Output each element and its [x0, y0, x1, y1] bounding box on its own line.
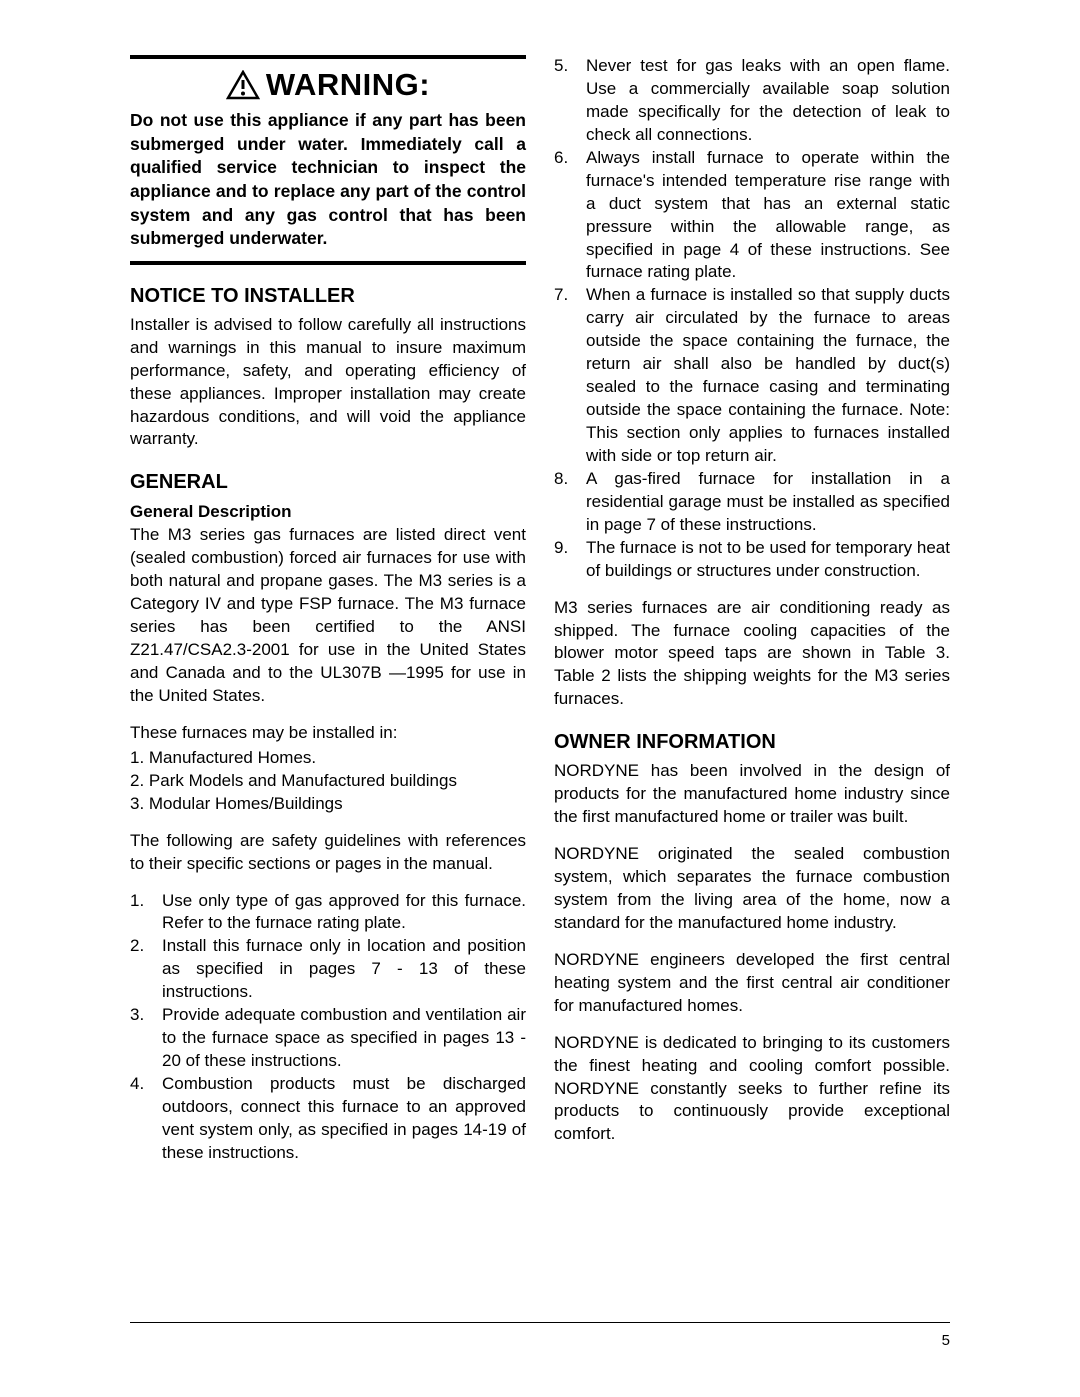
install-list: 1. Manufactured Homes. 2. Park Models an… — [130, 747, 526, 816]
list-item: 1. Manufactured Homes. — [130, 747, 526, 770]
list-item: 2. Park Models and Manufactured building… — [130, 770, 526, 793]
list-item: 3. Modular Homes/Buildings — [130, 793, 526, 816]
item-text: The furnace is not to be used for tempor… — [586, 537, 950, 583]
safety-intro: The following are safety guidelines with… — [130, 830, 526, 876]
install-intro: These furnaces may be installed in: — [130, 722, 526, 745]
safety-list-right: 5. Never test for gas leaks with an open… — [554, 55, 950, 583]
item-text: Use only type of gas approved for this f… — [162, 890, 526, 936]
item-number: 2. — [130, 935, 162, 1004]
list-item: 2. Install this furnace only in location… — [130, 935, 526, 1004]
left-column: WARNING: Do not use this appliance if an… — [130, 55, 526, 1357]
notice-heading: NOTICE TO INSTALLER — [130, 285, 526, 308]
two-column-layout: WARNING: Do not use this appliance if an… — [130, 55, 950, 1357]
document-page: WARNING: Do not use this appliance if an… — [0, 0, 1080, 1397]
general-heading: GENERAL — [130, 471, 526, 494]
owner-p1: NORDYNE has been involved in the design … — [554, 760, 950, 829]
warning-title-row: WARNING: — [130, 67, 526, 103]
list-item: 3. Provide adequate combustion and venti… — [130, 1004, 526, 1073]
general-closing: M3 series furnaces are air conditioning … — [554, 597, 950, 712]
owner-p4: NORDYNE is dedicated to bringing to its … — [554, 1032, 950, 1147]
right-column: 5. Never test for gas leaks with an open… — [554, 55, 950, 1357]
item-number: 9. — [554, 537, 586, 583]
owner-p3: NORDYNE engineers developed the first ce… — [554, 949, 950, 1018]
item-number: 6. — [554, 147, 586, 285]
item-number: 3. — [130, 1004, 162, 1073]
list-item: 5. Never test for gas leaks with an open… — [554, 55, 950, 147]
list-item: 9. The furnace is not to be used for tem… — [554, 537, 950, 583]
item-number: 1. — [130, 890, 162, 936]
warning-triangle-icon — [226, 70, 260, 100]
general-subheading: General Description — [130, 502, 526, 522]
notice-body: Installer is advised to follow carefully… — [130, 314, 526, 452]
general-description-p1: The M3 series gas furnaces are listed di… — [130, 524, 526, 708]
list-item: 4. Combustion products must be discharge… — [130, 1073, 526, 1165]
footer-rule — [130, 1322, 950, 1323]
owner-p2: NORDYNE originated the sealed combustion… — [554, 843, 950, 935]
warning-box: WARNING: Do not use this appliance if an… — [130, 55, 526, 265]
list-item: 7. When a furnace is installed so that s… — [554, 284, 950, 468]
item-text: When a furnace is installed so that supp… — [586, 284, 950, 468]
item-number: 4. — [130, 1073, 162, 1165]
item-text: Install this furnace only in location an… — [162, 935, 526, 1004]
warning-label: WARNING: — [266, 67, 430, 103]
item-number: 5. — [554, 55, 586, 147]
item-text: Never test for gas leaks with an open fl… — [586, 55, 950, 147]
item-text: A gas-fired furnace for installation in … — [586, 468, 950, 537]
item-number: 7. — [554, 284, 586, 468]
safety-list-left: 1. Use only type of gas approved for thi… — [130, 890, 526, 1165]
item-text: Provide adequate combustion and ventilat… — [162, 1004, 526, 1073]
warning-body: Do not use this appliance if any part ha… — [130, 109, 526, 251]
list-item: 8. A gas-fired furnace for installation … — [554, 468, 950, 537]
page-number: 5 — [942, 1332, 950, 1349]
item-number: 8. — [554, 468, 586, 537]
owner-heading: OWNER INFORMATION — [554, 731, 950, 754]
list-item: 6. Always install furnace to operate wit… — [554, 147, 950, 285]
item-text: Combustion products must be discharged o… — [162, 1073, 526, 1165]
list-item: 1. Use only type of gas approved for thi… — [130, 890, 526, 936]
item-text: Always install furnace to operate within… — [586, 147, 950, 285]
